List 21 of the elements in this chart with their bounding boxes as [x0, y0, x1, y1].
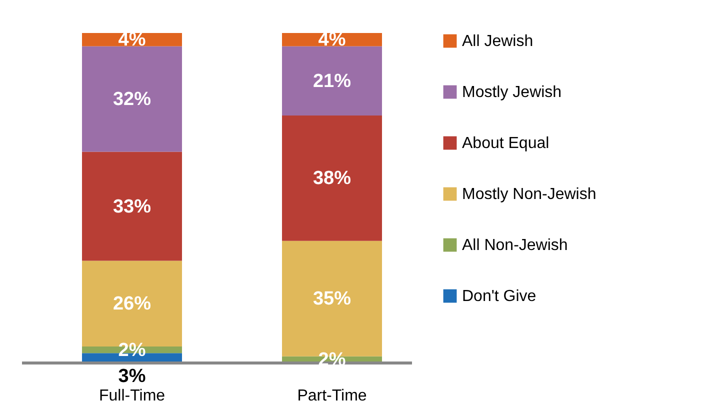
data-label: 38% [312, 168, 352, 190]
data-label: 35% [312, 288, 352, 310]
x-tick-label: Full-Time [98, 388, 166, 404]
data-label: 4% [318, 30, 346, 51]
data-label: 26% [112, 294, 152, 315]
bar [282, 116, 382, 241]
legend-label: About Equal [462, 135, 550, 152]
legend-label: All Non-Jewish [462, 237, 568, 254]
data-label: 32% [112, 89, 152, 110]
data-label: 4% [118, 30, 146, 51]
data-label: 21% [312, 70, 352, 92]
bar [82, 152, 182, 261]
data-label: 33% [112, 196, 152, 218]
legend-label: Mostly Non-Jewish [462, 186, 596, 203]
data-label: 3% [118, 366, 146, 387]
legend-label: Mostly Jewish [462, 84, 562, 101]
legend-label: Don't Give [462, 288, 536, 305]
bar [282, 46, 382, 116]
bar [82, 46, 182, 152]
x-tick-label: Part-Time [297, 388, 367, 404]
legend-label: All Jewish [462, 33, 534, 50]
